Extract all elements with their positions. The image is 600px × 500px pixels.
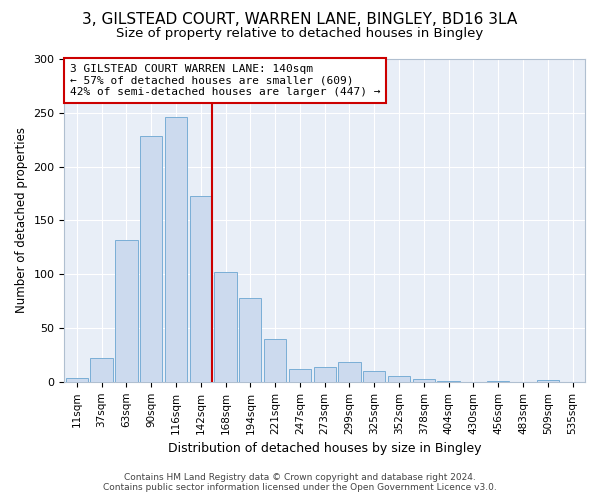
Bar (388, 376, 410, 382)
Bar (314, 367, 336, 382)
Bar (190, 196, 212, 382)
Text: Size of property relative to detached houses in Bingley: Size of property relative to detached ho… (116, 28, 484, 40)
Bar (363, 371, 385, 382)
X-axis label: Distribution of detached houses by size in Bingley: Distribution of detached houses by size … (168, 442, 481, 455)
Bar (214, 272, 236, 382)
Bar (264, 339, 286, 382)
Bar (338, 362, 361, 382)
Text: Contains HM Land Registry data © Crown copyright and database right 2024.
Contai: Contains HM Land Registry data © Crown c… (103, 473, 497, 492)
Y-axis label: Number of detached properties: Number of detached properties (15, 128, 28, 314)
Bar (115, 240, 137, 382)
Text: 3 GILSTEAD COURT WARREN LANE: 140sqm
← 57% of detached houses are smaller (609)
: 3 GILSTEAD COURT WARREN LANE: 140sqm ← 5… (70, 64, 380, 97)
Bar (289, 369, 311, 382)
Bar (437, 380, 460, 382)
Text: 3, GILSTEAD COURT, WARREN LANE, BINGLEY, BD16 3LA: 3, GILSTEAD COURT, WARREN LANE, BINGLEY,… (82, 12, 518, 28)
Bar (413, 378, 435, 382)
Bar (239, 298, 262, 382)
Bar (140, 136, 163, 382)
Bar (536, 380, 559, 382)
Bar (91, 358, 113, 382)
Bar (65, 378, 88, 382)
Bar (487, 380, 509, 382)
Bar (165, 117, 187, 382)
